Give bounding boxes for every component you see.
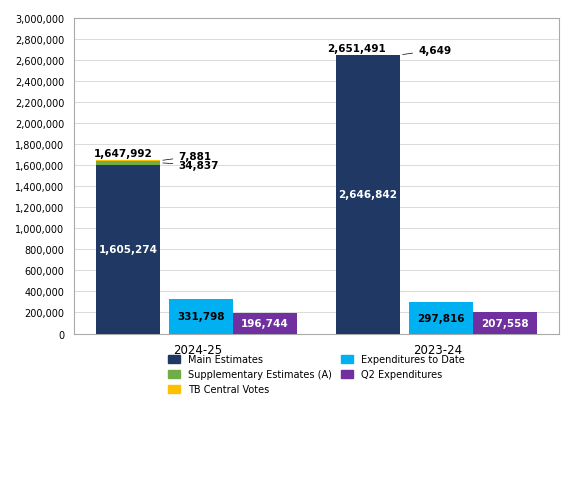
Text: 297,816: 297,816 xyxy=(417,313,465,323)
Text: 1,647,992: 1,647,992 xyxy=(94,149,153,159)
Bar xyxy=(169,299,233,334)
Bar xyxy=(96,161,160,162)
Text: 331,798: 331,798 xyxy=(177,311,225,321)
Bar xyxy=(96,166,160,334)
Text: 4,649: 4,649 xyxy=(403,46,451,56)
Text: 2,646,842: 2,646,842 xyxy=(339,190,397,200)
Legend: Main Estimates, Supplementary Estimates (A), TB Central Votes, Expenditures to D: Main Estimates, Supplementary Estimates … xyxy=(165,351,468,398)
Text: 1,605,274: 1,605,274 xyxy=(99,244,158,255)
Text: 34,837: 34,837 xyxy=(163,161,219,170)
Text: 196,744: 196,744 xyxy=(241,318,289,329)
Bar xyxy=(233,313,297,334)
Text: 2,651,491: 2,651,491 xyxy=(327,44,386,54)
Bar xyxy=(336,56,400,334)
Bar xyxy=(473,312,537,334)
Text: 207,558: 207,558 xyxy=(481,318,529,328)
Bar xyxy=(409,302,473,334)
Text: 7,881: 7,881 xyxy=(163,151,211,162)
Bar xyxy=(96,162,160,166)
